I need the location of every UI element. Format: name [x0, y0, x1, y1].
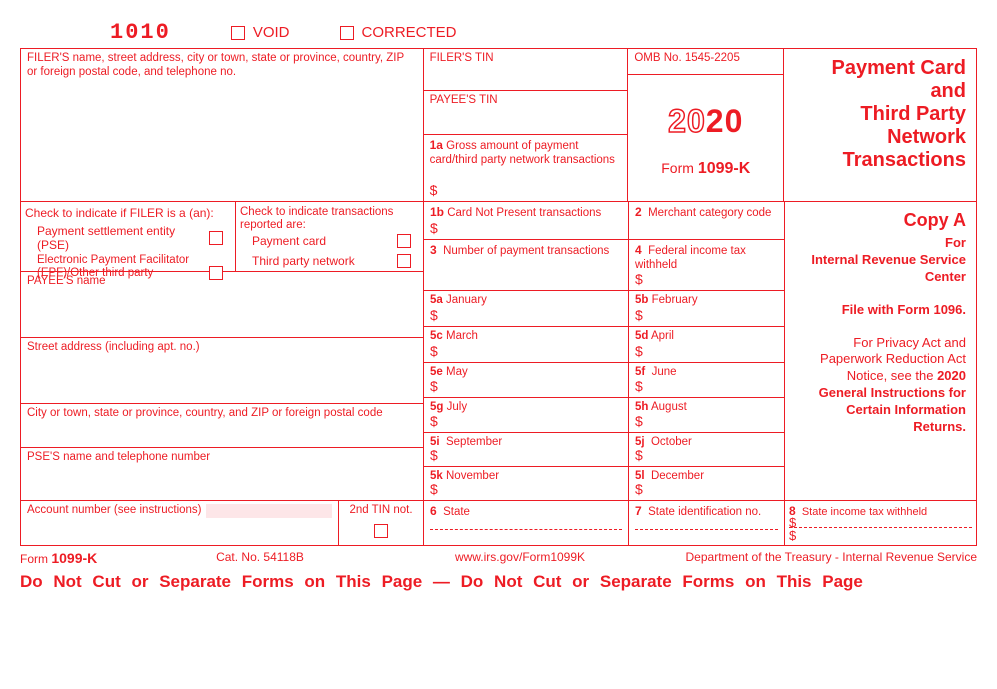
box-5g[interactable]: 5g July$	[424, 398, 629, 433]
main-grid: FILER'S name, street address, city or to…	[20, 48, 977, 546]
box-2[interactable]: 2 Merchant category code	[629, 202, 785, 240]
box-5f[interactable]: 5f June$	[629, 363, 785, 398]
box-8[interactable]: 8 State income tax withheld $ $	[785, 501, 977, 545]
void-checkbox[interactable]	[231, 26, 245, 40]
second-tin-checkbox[interactable]	[374, 524, 388, 538]
box-5c[interactable]: 5c March$	[424, 327, 629, 363]
corrected-wrap: CORRECTED	[340, 24, 457, 41]
pse-checkbox[interactable]	[209, 231, 223, 245]
tpn-checkbox[interactable]	[397, 254, 411, 268]
corrected-label: CORRECTED	[362, 24, 457, 41]
box-5b[interactable]: 5b February$	[629, 291, 785, 327]
form-1099k: 1010 VOID CORRECTED FILER'S name, street…	[20, 20, 977, 592]
trans-type-box: Check to indicate transactions reported …	[236, 202, 424, 272]
void-wrap: VOID	[231, 24, 290, 41]
box-7[interactable]: 7 State identification no.	[629, 501, 785, 545]
street-box[interactable]: Street address (including apt. no.)	[21, 338, 424, 404]
title-box: Payment Card and Third Party Network Tra…	[784, 49, 977, 202]
copy-a-box: Copy A For Internal Revenue Service Cent…	[785, 202, 977, 501]
form-code: 1010	[110, 20, 171, 45]
box-5d[interactable]: 5d April$	[629, 327, 785, 363]
box-4[interactable]: 4 Federal income tax withheld $	[629, 240, 785, 291]
box-6[interactable]: 6 State	[424, 501, 629, 545]
omb-box: OMB No. 1545-2205	[628, 49, 784, 75]
year-box: 2020 Form 1099-K	[628, 75, 784, 202]
pse-box[interactable]: PSE'S name and telephone number	[21, 448, 424, 501]
second-tin-box: 2nd TIN not.	[339, 501, 424, 545]
box-1a[interactable]: 1a Gross amount of payment card/third pa…	[424, 135, 629, 202]
filer-type-box: Check to indicate if FILER is a (an): Pa…	[21, 202, 236, 272]
box-1b[interactable]: 1b Card Not Present transactions $	[424, 202, 629, 240]
box-5e[interactable]: 5e May$	[424, 363, 629, 398]
box-5j[interactable]: 5j October$	[629, 433, 785, 467]
filer-tin-box[interactable]: FILER'S TIN	[424, 49, 629, 91]
payee-name-box[interactable]: PAYEE'S name	[21, 272, 424, 338]
box-3[interactable]: 3 Number of payment transactions	[424, 240, 629, 291]
payment-card-checkbox[interactable]	[397, 234, 411, 248]
top-row: 1010 VOID CORRECTED	[20, 20, 977, 45]
footer-row: Form 1099-K Cat. No. 54118B www.irs.gov/…	[20, 546, 977, 570]
payee-tin-box[interactable]: PAYEE'S TIN	[424, 91, 629, 135]
box-5l[interactable]: 5l December$	[629, 467, 785, 501]
filer-info-box[interactable]: FILER'S name, street address, city or to…	[21, 49, 424, 202]
account-box[interactable]: Account number (see instructions)	[21, 501, 339, 545]
box-5h[interactable]: 5h August$	[629, 398, 785, 433]
void-label: VOID	[253, 24, 290, 41]
corrected-checkbox[interactable]	[340, 26, 354, 40]
warning-text: Do Not Cut or Separate Forms on This Pag…	[20, 572, 977, 592]
city-box[interactable]: City or town, state or province, country…	[21, 404, 424, 448]
box-5a[interactable]: 5a January$	[424, 291, 629, 327]
box-5i[interactable]: 5i September$	[424, 433, 629, 467]
box-5k[interactable]: 5k November$	[424, 467, 629, 501]
